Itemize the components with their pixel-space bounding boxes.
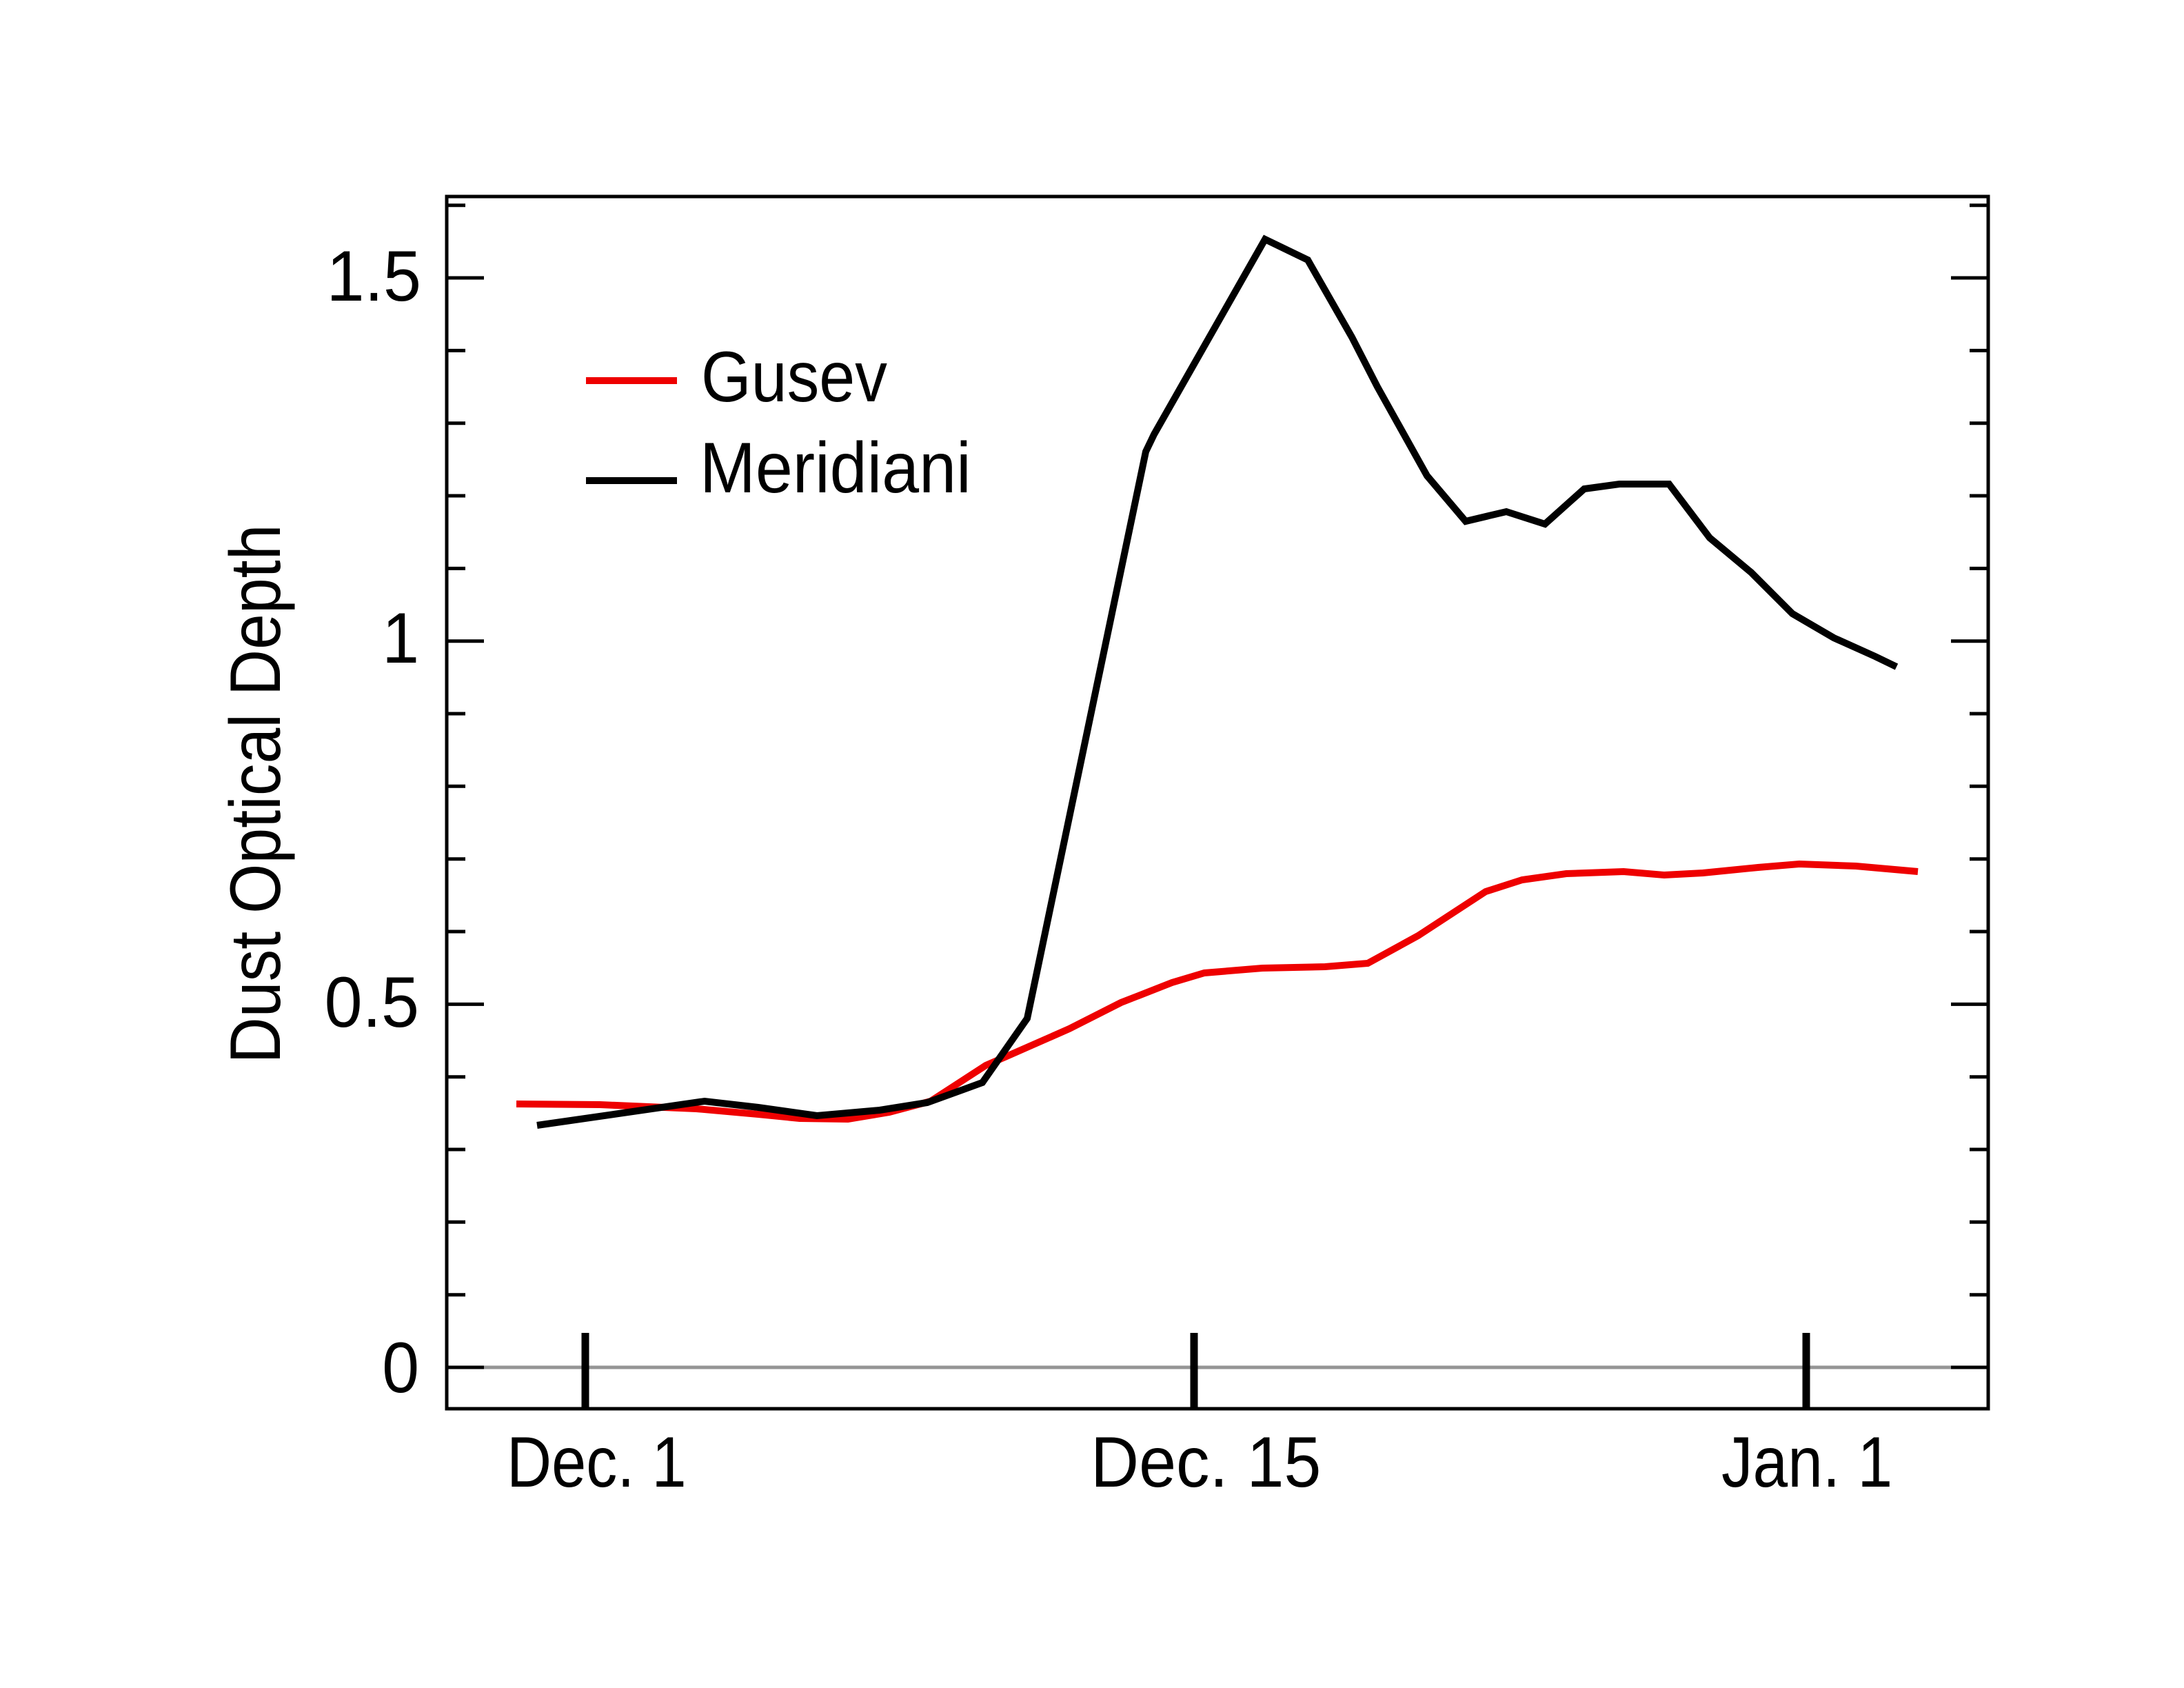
svg-text:1.5: 1.5 — [327, 237, 421, 316]
svg-text:Jan. 1: Jan. 1 — [1721, 1422, 1892, 1502]
svg-text:Dust Optical Depth: Dust Optical Depth — [215, 524, 295, 1063]
svg-text:Meridiani: Meridiani — [700, 428, 971, 508]
svg-text:1: 1 — [382, 599, 419, 679]
svg-text:Gusev: Gusev — [701, 336, 887, 416]
svg-text:Dec. 1: Dec. 1 — [507, 1422, 687, 1502]
svg-text:0: 0 — [382, 1328, 419, 1408]
svg-text:0.5: 0.5 — [325, 963, 419, 1043]
svg-text:Dec. 15: Dec. 15 — [1091, 1423, 1321, 1503]
